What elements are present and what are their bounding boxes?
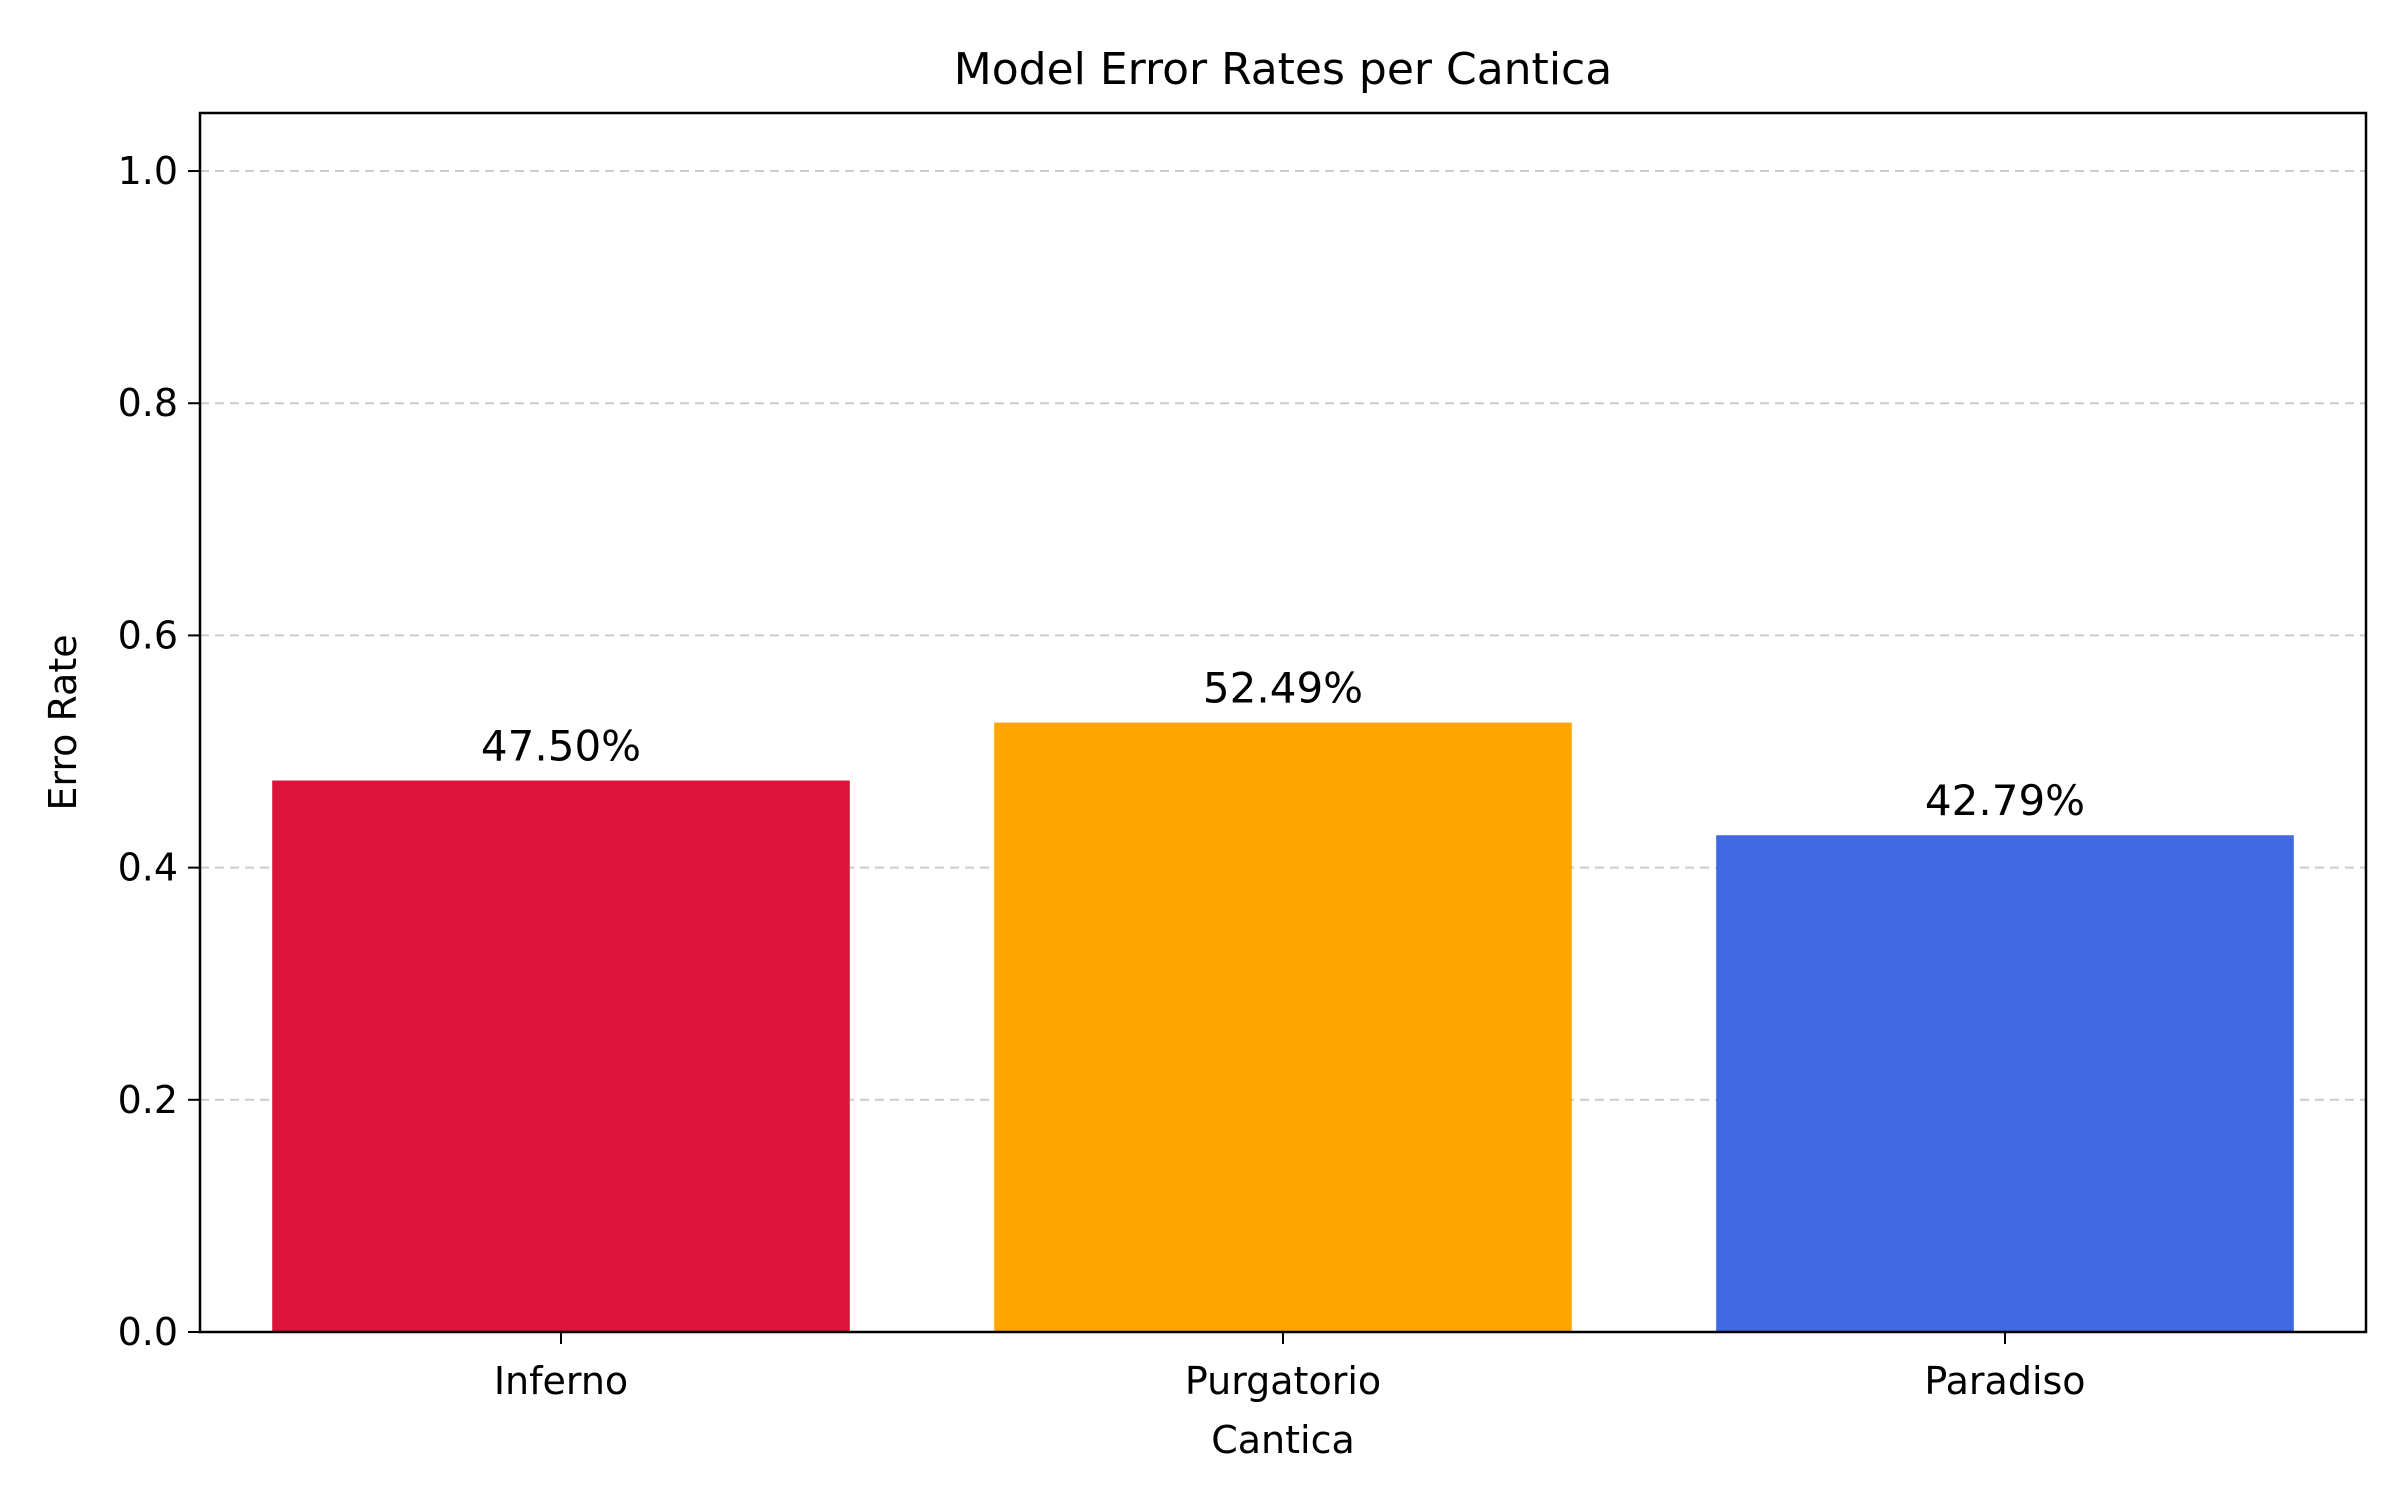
y-tick-label: 0.0 bbox=[118, 1310, 178, 1354]
y-tick-label: 0.8 bbox=[118, 381, 178, 425]
bar-inferno bbox=[272, 780, 850, 1332]
bar-purgatorio bbox=[994, 722, 1572, 1332]
data-label-purgatorio: 52.49% bbox=[1203, 664, 1363, 713]
chart-title: Model Error Rates per Cantica bbox=[954, 44, 1612, 95]
y-axis-label: Erro Rate bbox=[41, 634, 85, 810]
x-tick-label: Inferno bbox=[494, 1359, 628, 1403]
x-tick-label: Paradiso bbox=[1924, 1359, 2085, 1403]
x-tick-label: Purgatorio bbox=[1185, 1359, 1381, 1403]
data-label-inferno: 47.50% bbox=[481, 722, 641, 771]
bars bbox=[272, 722, 2294, 1332]
data-labels: 47.50% 52.49% 42.79% bbox=[481, 664, 2085, 826]
y-tick-label: 1.0 bbox=[118, 149, 178, 193]
x-axis-ticks: Inferno Purgatorio Paradiso bbox=[494, 1332, 2086, 1403]
y-axis-ticks: 0.0 0.2 0.4 0.6 0.8 1.0 bbox=[118, 149, 200, 1354]
bar-paradiso bbox=[1716, 835, 2294, 1332]
y-tick-label: 0.4 bbox=[118, 846, 178, 890]
x-axis-label: Cantica bbox=[1211, 1418, 1355, 1462]
y-tick-label: 0.2 bbox=[118, 1078, 178, 1122]
data-label-paradiso: 42.79% bbox=[1925, 776, 2085, 825]
y-tick-label: 0.6 bbox=[118, 613, 178, 657]
